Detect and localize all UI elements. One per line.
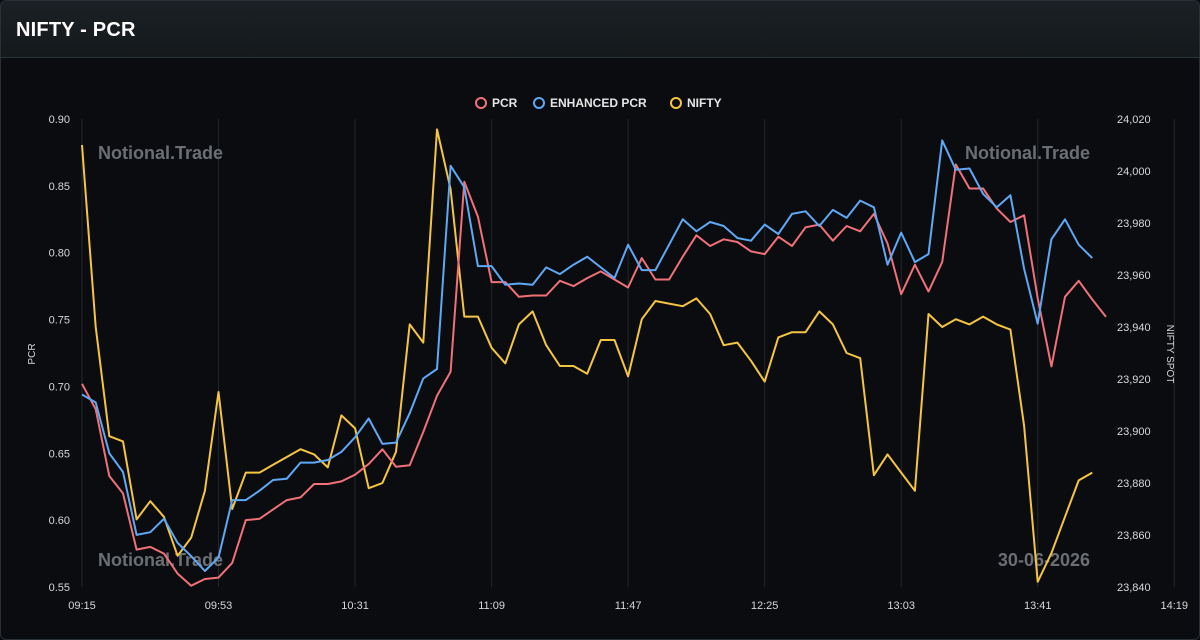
legend-label-enhanced-pcr: ENHANCED PCR [550,96,647,110]
x-axis-ticks: 09:15 09:53 10:31 11:09 11:47 12:25 13:03 13:41… [68,600,1189,612]
x-tick-label: 10:31 [341,600,369,612]
legend-label-pcr: PCR [492,96,518,110]
legend-marker-enhanced-pcr [533,97,545,109]
left-axis-ticks: 0.55 0.60 0.65 0.70 0.75 0.80 0.85 0.90 [49,114,70,594]
watermark-date: 30-06-2026 [998,550,1090,570]
right-tick-label: 23,880 [1117,478,1151,490]
watermark-top-left: Notional.Trade [98,143,223,163]
nifty-line [81,128,1093,583]
left-tick-label: 0.85 [49,181,70,193]
left-tick-label: 0.75 [49,315,70,327]
panel-header: NIFTY - PCR [1,1,1199,58]
legend-item-pcr[interactable]: PCR [475,96,518,110]
x-tick-label: 09:15 [68,600,96,612]
x-tick-label: 13:03 [887,600,915,612]
grid-lines [81,119,1175,587]
right-axis-title: NIFTY SPOT [1164,325,1175,384]
pcr-line [81,163,1107,587]
panel-title: NIFTY - PCR [16,19,136,41]
right-tick-label: 23,860 [1117,530,1151,542]
left-tick-label: 0.55 [49,582,70,594]
watermark-bottom-left: Notional.Trade [98,550,223,570]
legend-marker-pcr [475,97,487,109]
legend-item-nifty[interactable]: NIFTY [670,96,722,110]
x-tick-label: 12:25 [751,600,779,612]
right-tick-label: 24,020 [1117,114,1151,126]
right-tick-label: 23,840 [1117,582,1151,594]
watermark-top-right: Notional.Trade [965,143,1090,163]
left-tick-label: 0.70 [49,381,70,393]
right-axis-ticks: 23,840 23,860 23,880 23,900 23,920 23,940 23,9… [1117,114,1151,594]
legend-label-nifty: NIFTY [687,96,722,110]
x-tick-label: 11:09 [478,600,505,612]
x-tick-label: 13:41 [1024,600,1052,612]
left-tick-label: 0.80 [49,248,70,260]
right-tick-label: 23,960 [1117,270,1151,282]
chart-legend: PCR ENHANCED PCR NIFTY [475,96,722,110]
right-tick-label: 23,980 [1117,218,1151,230]
x-tick-label: 11:47 [615,600,642,612]
legend-marker-nifty [670,97,682,109]
right-tick-label: 23,920 [1117,374,1151,386]
series-lines [81,128,1107,587]
right-tick-label: 24,000 [1117,166,1151,178]
enhanced-pcr-line [81,139,1094,572]
x-tick-label: 14:19 [1161,600,1189,612]
left-tick-label: 0.65 [49,448,70,460]
left-axis-title: PCR [27,343,38,364]
legend-item-enhanced-pcr[interactable]: ENHANCED PCR [533,96,647,110]
left-tick-label: 0.90 [49,114,70,126]
left-tick-label: 0.60 [49,515,70,527]
right-tick-label: 23,940 [1117,322,1151,334]
x-tick-label: 09:53 [205,600,233,612]
right-tick-label: 23,900 [1117,426,1151,438]
